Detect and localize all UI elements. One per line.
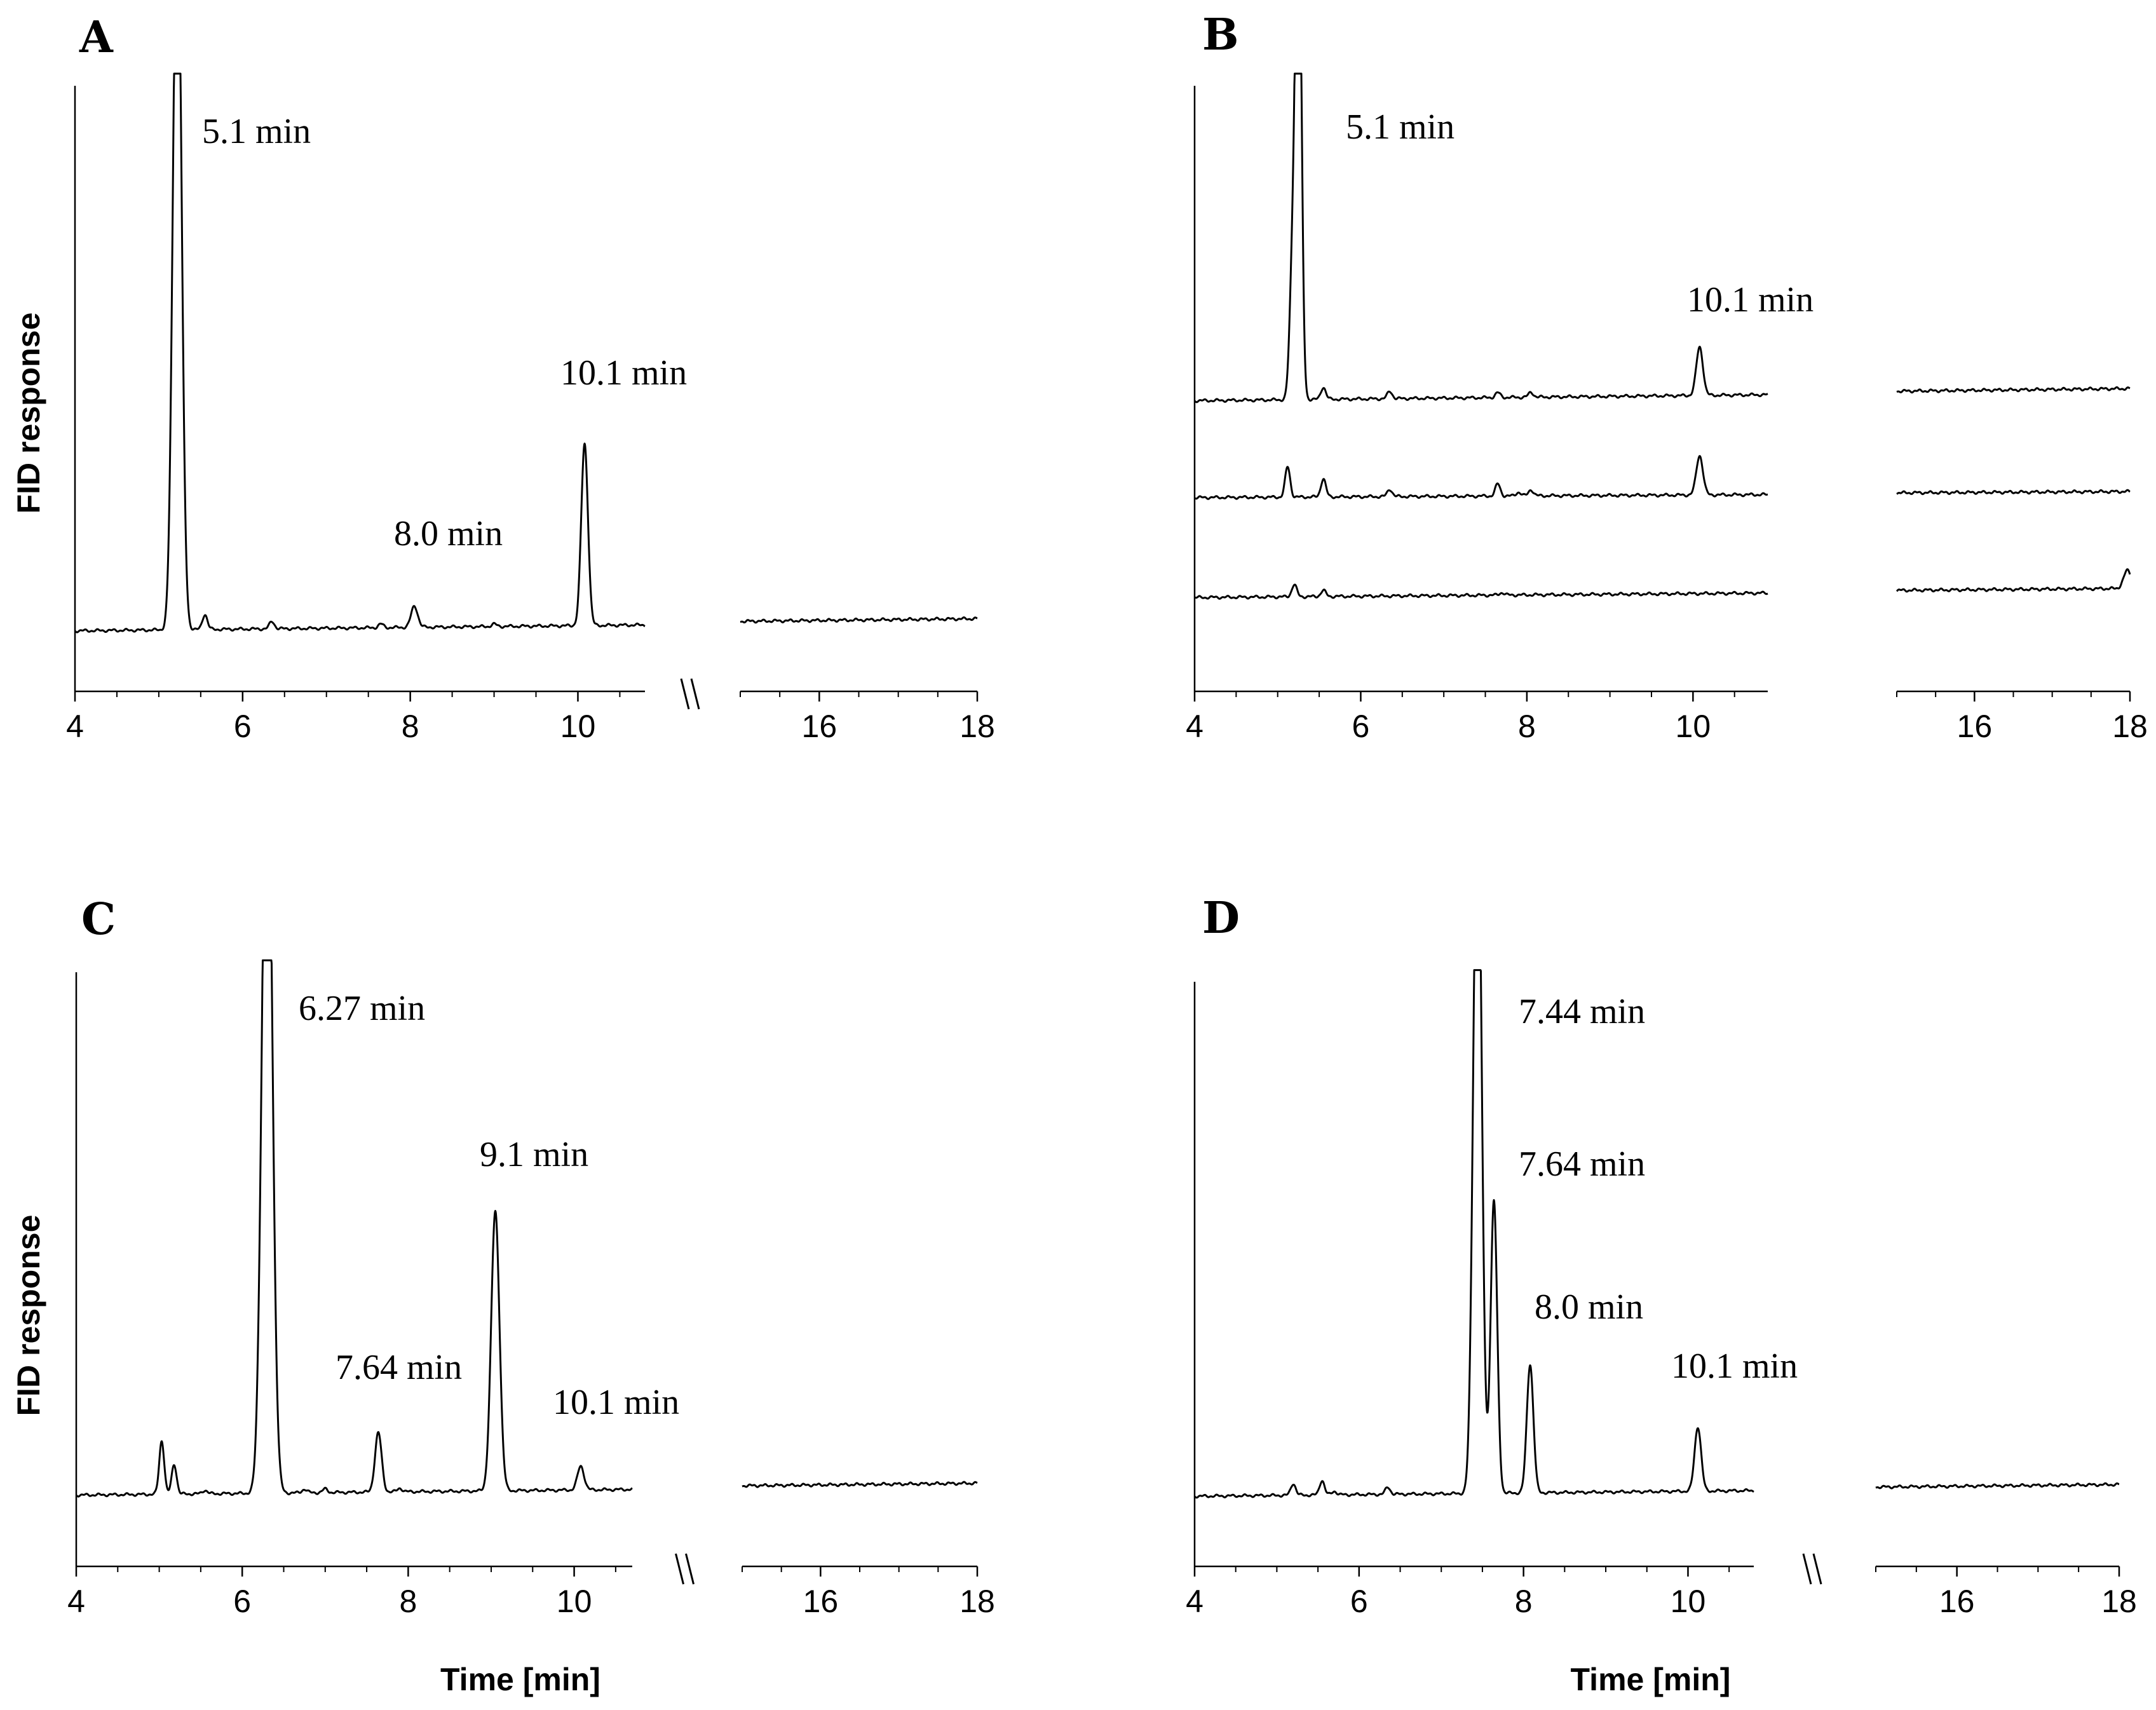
peak-label: 10.1 min <box>1687 280 1814 320</box>
trace-line-right <box>1896 386 2131 394</box>
x-tick-label: 16 <box>802 709 837 744</box>
panel-a: A 4 6 8 10 16 18 FID response 5.1 min 8.0 min 10.1… <box>11 12 995 744</box>
trace-line-right <box>742 1481 978 1488</box>
x-tick-label: 18 <box>959 709 995 744</box>
peak-label: 10.1 min <box>553 1383 679 1422</box>
y-axis-title: FID response <box>11 1215 46 1416</box>
trace-trace <box>74 72 978 634</box>
trace-line-right <box>1896 489 2131 496</box>
trace-line-left <box>74 72 646 634</box>
x-tick-label: 6 <box>233 1584 251 1619</box>
peak-label: 10.1 min <box>1671 1347 1798 1386</box>
panel-b: B 4 6 8 10 16 18 5.1 min 10.1 min <box>1186 10 2148 744</box>
trace-line-right <box>740 616 978 624</box>
trace-trace <box>1194 969 2120 1499</box>
peak-label: 7.64 min <box>1519 1144 1645 1184</box>
trace-trace <box>76 959 978 1498</box>
trace-line-left <box>1194 583 1768 600</box>
x-tick-label: 4 <box>67 1584 85 1619</box>
x-tick-label: 6 <box>1352 709 1370 744</box>
trace-line-left <box>1194 969 1754 1499</box>
trace-lower <box>1194 568 2131 600</box>
x-tick-label: 10 <box>560 709 596 744</box>
x-tick-label: 16 <box>1939 1584 1975 1619</box>
panel-letter: C <box>81 894 116 945</box>
x-tick-label: 8 <box>1515 1584 1533 1619</box>
axis-break-mark <box>1802 1553 1822 1585</box>
panel-letter: D <box>1202 893 1240 944</box>
panel-letter: A <box>79 12 114 63</box>
trace-line-left <box>1194 455 1768 500</box>
peak-label: 8.0 min <box>394 514 503 553</box>
trace-line-left <box>76 959 633 1498</box>
x-tick-label: 10 <box>1671 1584 1706 1619</box>
y-axis-title: FID response <box>11 313 46 514</box>
axis-break-mark <box>680 678 700 710</box>
x-tick-label: 18 <box>959 1584 995 1619</box>
trace-line-left <box>1194 72 1768 404</box>
x-tick-label: 6 <box>234 709 252 744</box>
panel-c: C 4 6 8 10 16 18 FID response Time [min] 6.27 min… <box>11 894 995 1697</box>
x-axis-title: Time [min] <box>1571 1662 1731 1697</box>
x-tick-label: 10 <box>1676 709 1711 744</box>
peak-label: 7.64 min <box>336 1348 462 1387</box>
trace-line-right <box>1875 1482 2120 1489</box>
panel-d: D 4 6 8 10 16 18 Time [min] 7.44 min 7.64 min 8.0 … <box>1186 893 2137 1697</box>
axis-break-mark <box>675 1553 695 1585</box>
x-tick-label: 18 <box>2112 709 2148 744</box>
x-tick-label: 18 <box>2101 1584 2137 1619</box>
peak-label: 6.27 min <box>299 989 425 1028</box>
trace-line-right <box>1895 568 2131 593</box>
trace-upper <box>1194 72 2131 404</box>
peak-label: 5.1 min <box>1346 107 1454 147</box>
peak-label: 7.44 min <box>1519 992 1645 1031</box>
x-tick-label: 4 <box>1186 709 1203 744</box>
x-tick-label: 6 <box>1350 1584 1368 1619</box>
peak-label: 8.0 min <box>1535 1287 1643 1327</box>
x-tick-label: 10 <box>557 1584 592 1619</box>
peak-label: 5.1 min <box>202 112 311 151</box>
x-tick-label: 16 <box>1957 709 1993 744</box>
panel-letter: B <box>1202 10 1238 60</box>
x-axis-title: Time [min] <box>440 1662 600 1697</box>
x-tick-label: 16 <box>803 1584 839 1619</box>
x-tick-label: 8 <box>402 709 419 744</box>
x-tick-label: 4 <box>1186 1584 1203 1619</box>
x-tick-label: 8 <box>399 1584 417 1619</box>
peak-label: 10.1 min <box>560 353 687 393</box>
peak-label: 9.1 min <box>480 1135 588 1174</box>
x-tick-label: 8 <box>1518 709 1536 744</box>
x-tick-label: 4 <box>66 709 84 744</box>
trace-middle <box>1194 455 2131 500</box>
